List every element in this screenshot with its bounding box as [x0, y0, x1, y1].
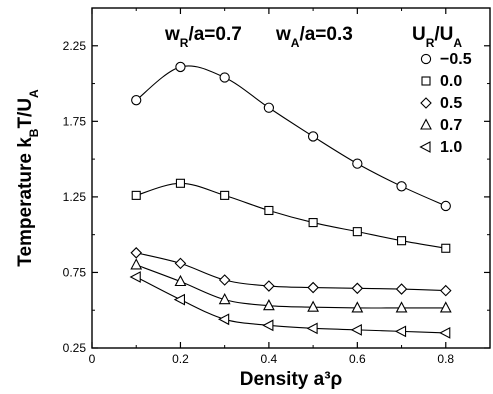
data-point	[351, 301, 364, 313]
legend-label: −0.5	[440, 51, 472, 68]
data-point	[440, 200, 451, 212]
x-tick-label: 0.8	[437, 352, 454, 366]
annotation-wr: wR/a=0.7	[164, 24, 242, 50]
legend: UR/UA−0.5 0.0 0.5 0.7 1.0	[412, 24, 472, 156]
data-point	[131, 190, 141, 200]
data-point	[263, 280, 275, 292]
data-point	[130, 258, 143, 270]
legend-marker	[420, 97, 432, 109]
axis-titles: Density a³ρ Temperature kBT/UA	[15, 89, 343, 390]
series-diamond	[130, 247, 452, 297]
data-point	[218, 292, 231, 305]
data-point	[308, 218, 318, 228]
legend-marker	[421, 76, 431, 86]
data-point	[307, 300, 320, 312]
data-point	[131, 95, 142, 106]
x-axis: 0 0.2 0.4 0.6 0.8	[89, 8, 491, 366]
y-tick-label: 2.25	[63, 39, 87, 53]
data-point	[307, 281, 319, 294]
annotations: wR/a=0.7 wA/a=0.3	[164, 24, 353, 50]
data-point	[217, 313, 230, 326]
legend-marker	[420, 118, 432, 130]
data-point	[262, 319, 274, 332]
legend-label: 1.0	[440, 139, 462, 156]
data-point	[129, 271, 141, 283]
data-point	[397, 236, 407, 246]
data-point	[175, 178, 185, 188]
y-axis-title: Temperature kBT/UA	[15, 89, 41, 267]
data-point	[218, 274, 231, 286]
data-point	[173, 293, 185, 306]
data-point	[306, 322, 318, 335]
y-tick-label: 0.25	[63, 341, 87, 355]
y-axis: 0.25 0.75 1.25 1.75 2.25	[63, 39, 490, 355]
data-point	[396, 181, 407, 192]
legend-label: 0.7	[440, 117, 462, 134]
data-point	[352, 158, 363, 169]
y-tick-label: 1.25	[63, 190, 87, 204]
legend-label: 0.0	[440, 73, 462, 90]
x-tick-label: 0.4	[261, 352, 278, 366]
y-tick-label: 0.75	[63, 265, 87, 279]
data-point	[307, 131, 319, 142]
data-point	[130, 247, 143, 259]
series-triangle-up	[130, 258, 452, 313]
data-point	[394, 325, 407, 338]
data-point	[395, 301, 408, 313]
x-tick-label: 0.6	[349, 352, 366, 366]
data-point	[439, 301, 452, 313]
data-point	[220, 190, 230, 200]
data-point	[174, 274, 187, 287]
data-point	[352, 227, 362, 237]
legend-marker	[419, 141, 431, 153]
legend-label: 0.5	[440, 95, 462, 112]
data-point	[395, 283, 408, 295]
data-point	[439, 284, 452, 297]
y-tick-label: 1.75	[63, 114, 87, 128]
x-tick-label: 0	[89, 352, 96, 366]
series-square	[131, 178, 451, 253]
data-point	[263, 102, 275, 113]
series-triangle-left	[129, 271, 451, 339]
x-tick-label: 0.2	[172, 352, 189, 366]
data-point	[350, 323, 362, 336]
data-point	[439, 326, 451, 339]
series-circle	[131, 61, 451, 212]
plot-frame	[91, 7, 491, 349]
data-point	[174, 257, 187, 270]
data-point	[219, 72, 230, 83]
data-point	[264, 205, 274, 216]
data-point	[441, 243, 451, 253]
data-point	[262, 299, 275, 311]
series-layer	[129, 61, 452, 339]
annotation-wa: wA/a=0.3	[275, 24, 353, 50]
y-axis-title-group: Temperature kBT/UA	[15, 89, 41, 267]
data-point	[175, 61, 186, 73]
legend-marker	[420, 53, 432, 65]
legend-title: UR/UA	[412, 24, 462, 50]
data-point	[351, 282, 364, 295]
plot-area	[91, 7, 491, 349]
x-axis-title: Density a³ρ	[240, 369, 343, 390]
